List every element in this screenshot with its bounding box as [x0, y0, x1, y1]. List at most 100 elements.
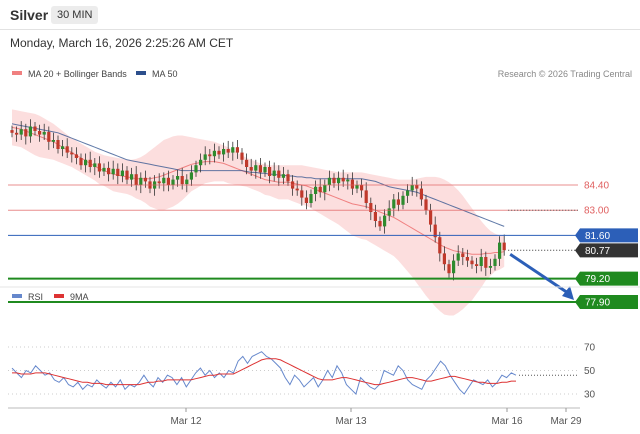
candle-body: [452, 260, 456, 274]
candle-body: [295, 188, 299, 191]
symbol-title: Silver: [10, 7, 49, 23]
candle-body: [396, 199, 400, 205]
candle-body: [245, 159, 249, 167]
candle-body: [212, 150, 216, 157]
price-legend: MA 20 + Bollinger Bands MA 50: [12, 69, 178, 79]
candle-body: [61, 146, 65, 149]
candle-body: [479, 257, 483, 266]
rsi-ma-line: [12, 358, 516, 386]
candle-body: [130, 174, 134, 180]
candle-body: [424, 199, 428, 211]
rsi-legend: RSI 9MA: [12, 292, 89, 302]
x-tick-label-mar29: Mar 29: [550, 416, 582, 427]
candle-body: [465, 257, 469, 261]
level-tag-label-77.90: 77.90: [585, 298, 610, 309]
candle-body: [24, 129, 28, 137]
candle-body: [364, 190, 368, 203]
candle-body: [79, 158, 83, 166]
candle-body: [139, 177, 143, 185]
timeframe-badge[interactable]: 30 MIN: [51, 6, 99, 24]
candle-body: [38, 131, 42, 135]
candle-body: [309, 194, 313, 203]
candle-body: [341, 177, 345, 182]
candle-body: [134, 174, 138, 185]
candle-body: [350, 179, 354, 189]
candle-body: [286, 174, 290, 182]
candle-body: [180, 176, 184, 185]
candle-body: [281, 174, 285, 178]
ma50-legend-label: MA 50: [152, 69, 178, 79]
candle-body: [208, 154, 212, 157]
candle-body: [433, 224, 437, 238]
rsi-tick-label-50: 50: [584, 366, 596, 377]
level-tag-81.60: [575, 228, 638, 243]
candle-body: [337, 177, 341, 184]
candle-body: [176, 176, 180, 180]
rsi-ma-legend-label: 9MA: [70, 292, 89, 302]
candle-body: [231, 147, 235, 153]
candle-body: [484, 257, 488, 268]
level-tag-77.90: [575, 295, 638, 309]
candle-body: [355, 185, 359, 189]
candle-body: [33, 126, 37, 131]
candle-body: [410, 185, 414, 191]
candle-body: [327, 177, 331, 185]
copyright-text: Research © 2026 Trading Central: [498, 69, 632, 79]
ma20-legend-label: MA 20 + Bollinger Bands: [28, 69, 127, 79]
x-tick-label-mar16: Mar 16: [491, 416, 523, 427]
x-axis: Mar 12 Mar 13 Mar 16 Mar 29: [170, 408, 582, 427]
candle-body: [199, 159, 203, 166]
candle-body: [226, 149, 230, 153]
header-bar: Silver 30 MIN: [0, 0, 640, 30]
candle-body: [314, 186, 318, 194]
candle-body: [51, 140, 55, 142]
candle-body: [65, 146, 69, 153]
candle-body: [88, 159, 92, 167]
candle-body: [19, 129, 23, 135]
candle-body: [498, 242, 502, 259]
rsi-ma-legend-swatch: [54, 294, 64, 298]
x-tick-label-mar12: Mar 12: [170, 416, 202, 427]
candle-body: [419, 188, 423, 200]
timestamp: Monday, March 16, 2026 2:25:26 AM CET: [10, 36, 234, 50]
candle-body: [166, 177, 170, 185]
candle-body: [125, 170, 129, 180]
candle-body: [15, 132, 19, 135]
candle-body: [217, 150, 221, 155]
candle-body: [111, 168, 115, 175]
candle-body: [42, 131, 46, 135]
candle-body: [318, 186, 322, 193]
candle-body: [461, 253, 465, 257]
price-panel: [10, 109, 506, 316]
candle-body: [429, 210, 433, 225]
candle-body: [268, 167, 272, 176]
candle-body: [120, 170, 124, 176]
rsi-line: [11, 351, 517, 395]
candle-body: [438, 237, 442, 254]
candle-body: [456, 253, 460, 261]
candle-body: [488, 266, 492, 268]
rsi-panel: 70 50 30: [8, 343, 596, 401]
candle-body: [203, 154, 207, 160]
rsi-legend-label: RSI: [28, 292, 43, 302]
rsi-tick-label-70: 70: [584, 343, 596, 354]
level-tag-label-81.60: 81.60: [585, 231, 610, 242]
candle-body: [235, 147, 239, 153]
level-tag-label-80.77: 80.77: [585, 246, 610, 257]
candle-body: [378, 221, 382, 227]
level-tag-80.77: [575, 243, 638, 258]
candle-body: [272, 170, 276, 176]
candle-body: [447, 264, 451, 274]
candle-body: [346, 179, 350, 182]
candle-body: [401, 195, 405, 205]
candle-body: [475, 264, 479, 266]
candle-body: [84, 159, 88, 166]
candle-body: [97, 163, 101, 172]
candle-body: [263, 167, 267, 173]
candle-body: [222, 149, 226, 155]
candle-body: [360, 185, 364, 191]
candle-body: [383, 215, 387, 227]
candle-body: [249, 167, 253, 171]
candle-body: [240, 152, 244, 160]
